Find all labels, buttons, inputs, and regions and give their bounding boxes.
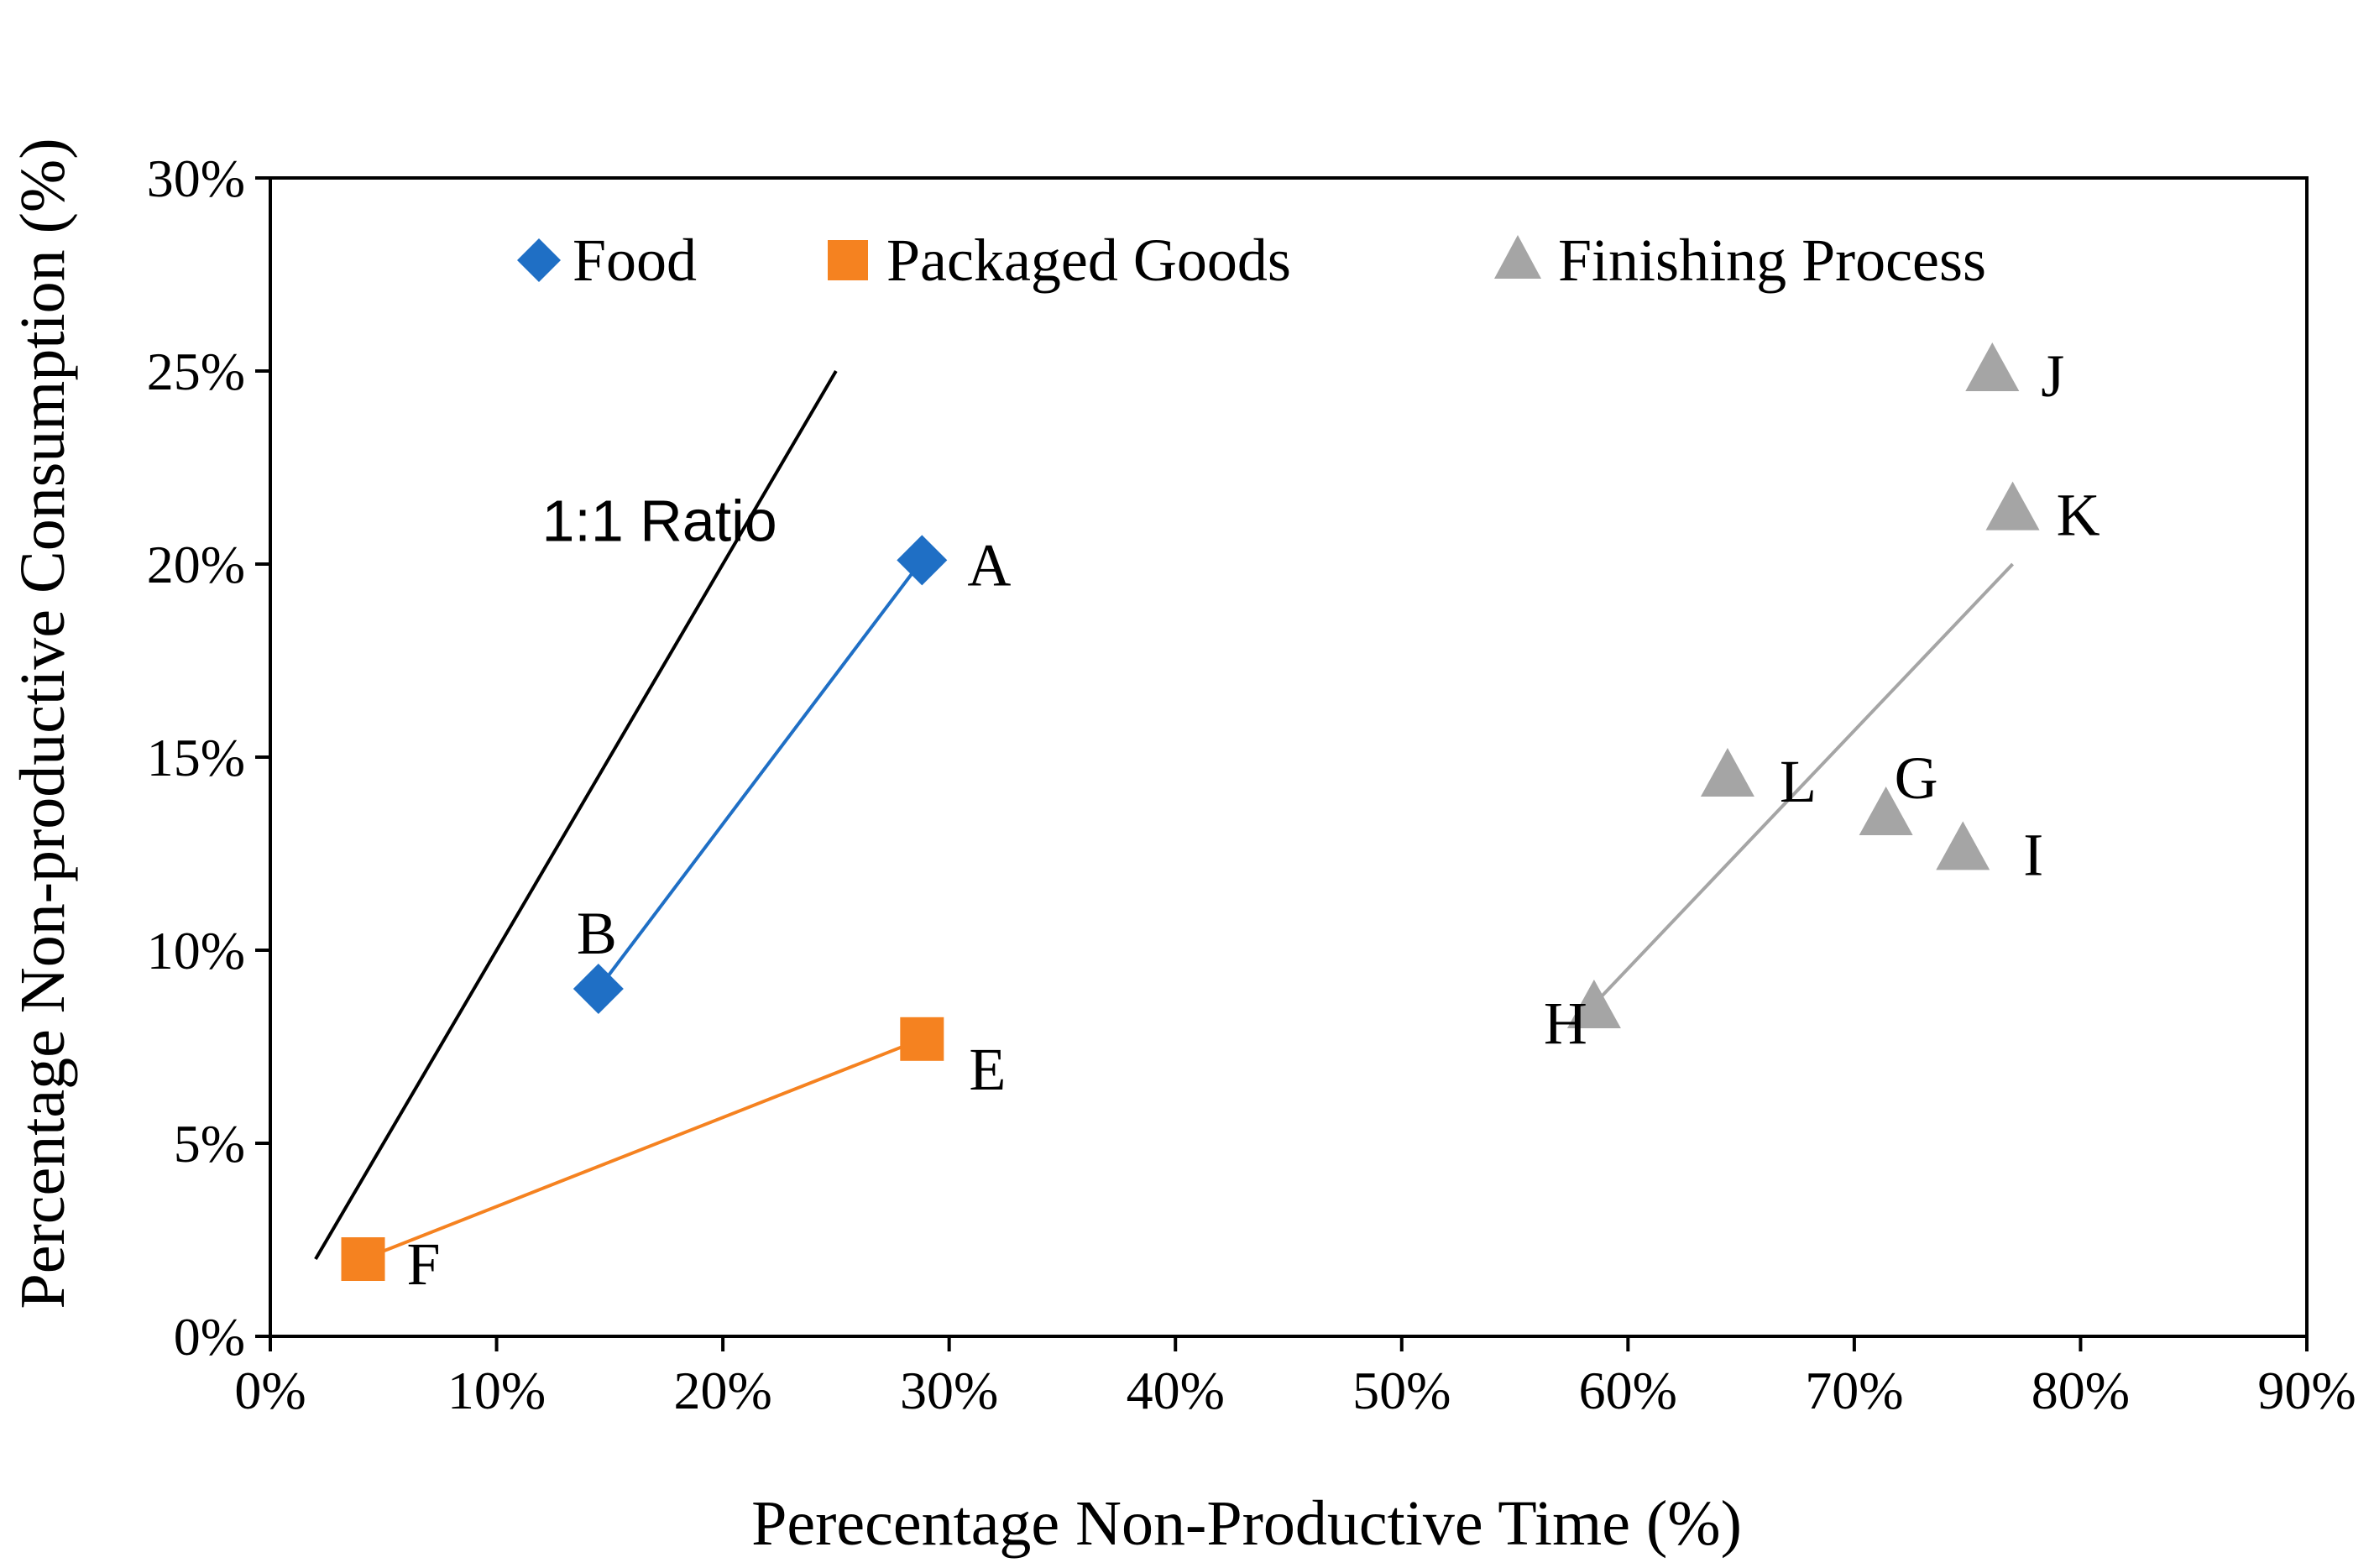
data-point-square bbox=[900, 1017, 944, 1061]
point-label: G bbox=[1895, 745, 1938, 812]
point-label: I bbox=[2023, 821, 2043, 888]
x-tick-label: 10% bbox=[447, 1361, 546, 1420]
plot-frame bbox=[269, 176, 2309, 1338]
y-tick-label: 30% bbox=[147, 149, 245, 208]
x-tick-label: 70% bbox=[1805, 1361, 1903, 1420]
point-label: E bbox=[969, 1036, 1006, 1103]
data-point-triangle bbox=[1700, 748, 1754, 797]
data-point-triangle bbox=[1566, 980, 1621, 1028]
trendline-diamond bbox=[597, 559, 923, 990]
y-tick-label: 15% bbox=[147, 728, 245, 787]
x-tick-label: 20% bbox=[673, 1361, 771, 1420]
y-tick-label: 10% bbox=[147, 921, 245, 980]
legend-triangle-icon bbox=[1494, 235, 1541, 279]
y-tick-label: 5% bbox=[174, 1114, 245, 1173]
point-label: A bbox=[967, 531, 1011, 598]
x-tick-label: 30% bbox=[900, 1361, 998, 1420]
legend-label: Food bbox=[573, 227, 697, 294]
data-point-triangle bbox=[1859, 787, 1913, 835]
legend-square-icon bbox=[828, 240, 868, 280]
point-label: K bbox=[2057, 482, 2100, 549]
x-tick-label: 90% bbox=[2257, 1361, 2356, 1420]
x-tick-label: 60% bbox=[1579, 1361, 1677, 1420]
legend-diamond-icon bbox=[517, 238, 561, 282]
y-axis-title: Percentage Non-productive Consumption (%… bbox=[8, 138, 78, 1309]
legend-label: Packaged Goods bbox=[886, 227, 1291, 294]
trendline-triangle bbox=[1592, 562, 2015, 1006]
y-tick-label: 0% bbox=[174, 1307, 245, 1367]
point-label: L bbox=[1780, 748, 1817, 815]
x-tick-label: 50% bbox=[1352, 1361, 1451, 1420]
data-point-square bbox=[341, 1237, 385, 1281]
point-label: H bbox=[1544, 990, 1587, 1057]
data-point-diamond bbox=[573, 964, 624, 1014]
data-point-diamond bbox=[897, 535, 948, 586]
legend-label: Finishing Process bbox=[1558, 227, 1986, 294]
data-point-triangle bbox=[1936, 821, 1990, 870]
x-tick-label: 40% bbox=[1127, 1361, 1225, 1420]
y-tick-label: 25% bbox=[147, 342, 245, 401]
data-point-triangle bbox=[1985, 481, 2040, 531]
x-tick-label: 0% bbox=[234, 1361, 306, 1420]
ratio-reference-line bbox=[314, 369, 838, 1261]
point-label: B bbox=[577, 900, 617, 967]
x-axis-title: Perecentage Non-Productive Time (%) bbox=[751, 1488, 1742, 1559]
point-label: F bbox=[406, 1231, 440, 1298]
x-tick-label: 80% bbox=[2031, 1361, 2130, 1420]
ratio-reference-label: 1:1 Ratio bbox=[541, 488, 777, 553]
point-label: J bbox=[2041, 342, 2064, 410]
trendline-square bbox=[362, 1037, 923, 1261]
data-point-triangle bbox=[1965, 342, 2020, 391]
y-tick-label: 20% bbox=[147, 535, 245, 594]
